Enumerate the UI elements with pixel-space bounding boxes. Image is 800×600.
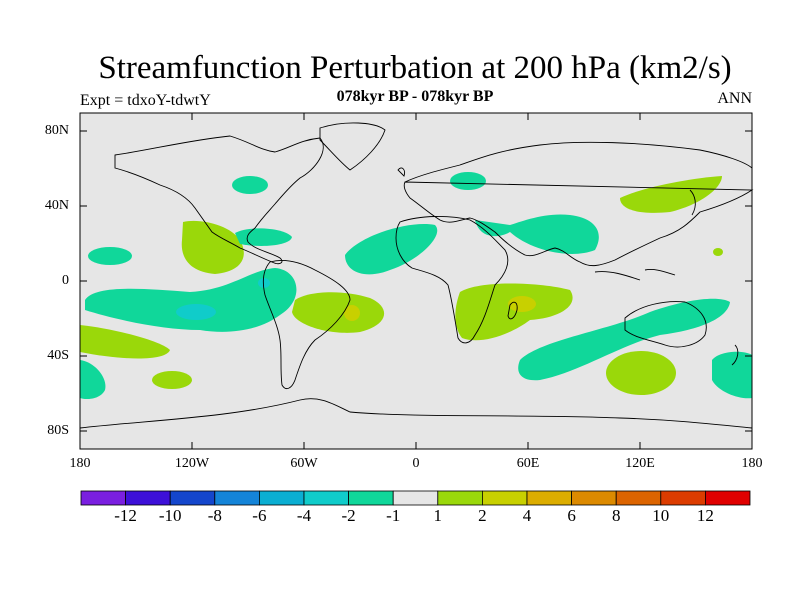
region-neg-tasman <box>712 351 752 399</box>
colorbar-swatch <box>125 490 171 506</box>
colorbar-label: 12 <box>696 506 714 525</box>
lon-label-0: 0 <box>412 456 420 471</box>
region-neg-south-pacific <box>85 268 297 332</box>
colorbar-swatch <box>660 490 706 506</box>
colorbar-swatch <box>258 490 305 506</box>
colorbar-label: 1 <box>433 506 443 525</box>
lon-label-60w: 60W <box>290 456 318 471</box>
colorbar-label: 6 <box>567 506 576 525</box>
colorbar-label: -4 <box>296 506 312 525</box>
colorbar-swatch <box>615 490 662 506</box>
colorbar <box>80 490 751 506</box>
lat-label-0: 0 <box>62 273 69 288</box>
colorbar-label: -12 <box>114 506 137 525</box>
colorbar-swatch <box>481 490 528 506</box>
region-neg-small-sa <box>258 278 270 288</box>
region-pos-south-pacific <box>80 325 170 359</box>
colorbar-swatch <box>392 490 439 506</box>
region-pos2-southern-africa <box>508 296 536 312</box>
anomaly-regions <box>80 172 752 400</box>
region-neg2-south-pacific <box>176 304 216 320</box>
colorbar-swatch <box>526 490 572 506</box>
region-neg-north-pacific <box>88 247 132 265</box>
region-neg-north-america <box>232 176 268 194</box>
colorbar-swatch <box>303 490 349 506</box>
lon-label-180e: 180 <box>741 456 763 471</box>
lat-label-40s: 40S <box>47 348 69 363</box>
region-neg-atlantic <box>345 224 438 275</box>
colorbar-label: -1 <box>386 506 401 525</box>
lon-label-120e: 120E <box>625 456 655 471</box>
lon-label-60e: 60E <box>516 456 540 471</box>
chart-subtitle: 078kyr BP - 078kyr BP <box>336 88 494 105</box>
coastlines <box>79 122 754 429</box>
lat-label-40n: 40N <box>44 198 69 213</box>
region-pos-south-pacific-2 <box>152 371 192 389</box>
colorbar-label: -2 <box>341 506 356 525</box>
region-neg-west-edge <box>80 360 106 400</box>
colorbar-label: 4 <box>522 506 532 525</box>
region-neg-asia <box>475 214 599 254</box>
region-pos-southern-africa <box>455 283 573 341</box>
experiment-label: Expt = tdxoY-tdwtY <box>80 92 211 109</box>
map-background <box>80 113 752 449</box>
region-pos-nw-pacific <box>620 176 722 213</box>
lat-label-80n: 80N <box>44 123 69 138</box>
region-pos-small <box>713 248 723 256</box>
colorbar-label: -6 <box>252 506 267 525</box>
colorbar-swatch <box>214 490 260 506</box>
region-pos2-south-america <box>344 305 360 321</box>
colorbar-swatch <box>705 490 751 506</box>
region-pos-ne-pacific <box>181 220 244 274</box>
colorbar-swatch <box>80 490 126 506</box>
region-pos-south-america <box>292 292 385 333</box>
season-label: ANN <box>717 90 752 107</box>
colorbar-swatch <box>571 490 617 506</box>
lat-label-80s: 80S <box>47 423 69 438</box>
lon-label-120w: 120W <box>174 456 210 471</box>
colorbar-swatch <box>169 490 216 506</box>
chart-title: Streamfunction Perturbation at 200 hPa (… <box>98 50 732 86</box>
colorbar-label: 2 <box>478 506 487 525</box>
lon-label-180w: 180 <box>69 456 91 471</box>
colorbar-swatch <box>348 490 394 506</box>
colorbar-label: -8 <box>207 506 222 525</box>
region-neg-europe <box>450 172 486 190</box>
region-pos-south-indian <box>606 351 676 395</box>
colorbar-label: 8 <box>611 506 621 525</box>
colorbar-label: 10 <box>652 506 670 525</box>
axis-ticks <box>79 113 753 449</box>
colorbar-label: -10 <box>158 506 182 525</box>
colorbar-swatch <box>437 490 483 506</box>
region-neg-indian-ocean <box>518 298 730 381</box>
